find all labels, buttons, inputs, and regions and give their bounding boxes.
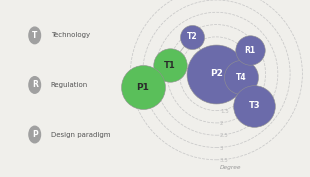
- Circle shape: [29, 126, 41, 143]
- Text: T1: T1: [164, 61, 175, 70]
- Point: [252, 104, 257, 107]
- Point: [140, 86, 145, 89]
- Text: 3: 3: [220, 145, 224, 150]
- Point: [238, 76, 243, 79]
- Text: Regulation: Regulation: [51, 82, 88, 88]
- Text: R: R: [32, 81, 38, 89]
- Text: P: P: [32, 130, 38, 139]
- Text: 3.5: 3.5: [220, 158, 229, 163]
- Text: Technology: Technology: [51, 32, 90, 38]
- Text: 1.5: 1.5: [220, 109, 229, 114]
- Text: 2.5: 2.5: [220, 133, 229, 138]
- Point: [167, 64, 172, 67]
- Text: R1: R1: [244, 46, 255, 55]
- Point: [189, 35, 194, 38]
- Text: Design paradigm: Design paradigm: [51, 132, 110, 138]
- Point: [214, 72, 219, 75]
- Text: P2: P2: [210, 69, 223, 78]
- Text: 2: 2: [220, 121, 224, 126]
- Text: T: T: [32, 31, 38, 40]
- Text: P1: P1: [136, 83, 149, 92]
- Text: T3: T3: [249, 101, 260, 110]
- Text: T4: T4: [236, 73, 246, 82]
- Text: T2: T2: [186, 32, 197, 41]
- Circle shape: [29, 77, 41, 93]
- Text: Degree: Degree: [220, 165, 241, 170]
- Point: [247, 49, 252, 52]
- Circle shape: [29, 27, 41, 44]
